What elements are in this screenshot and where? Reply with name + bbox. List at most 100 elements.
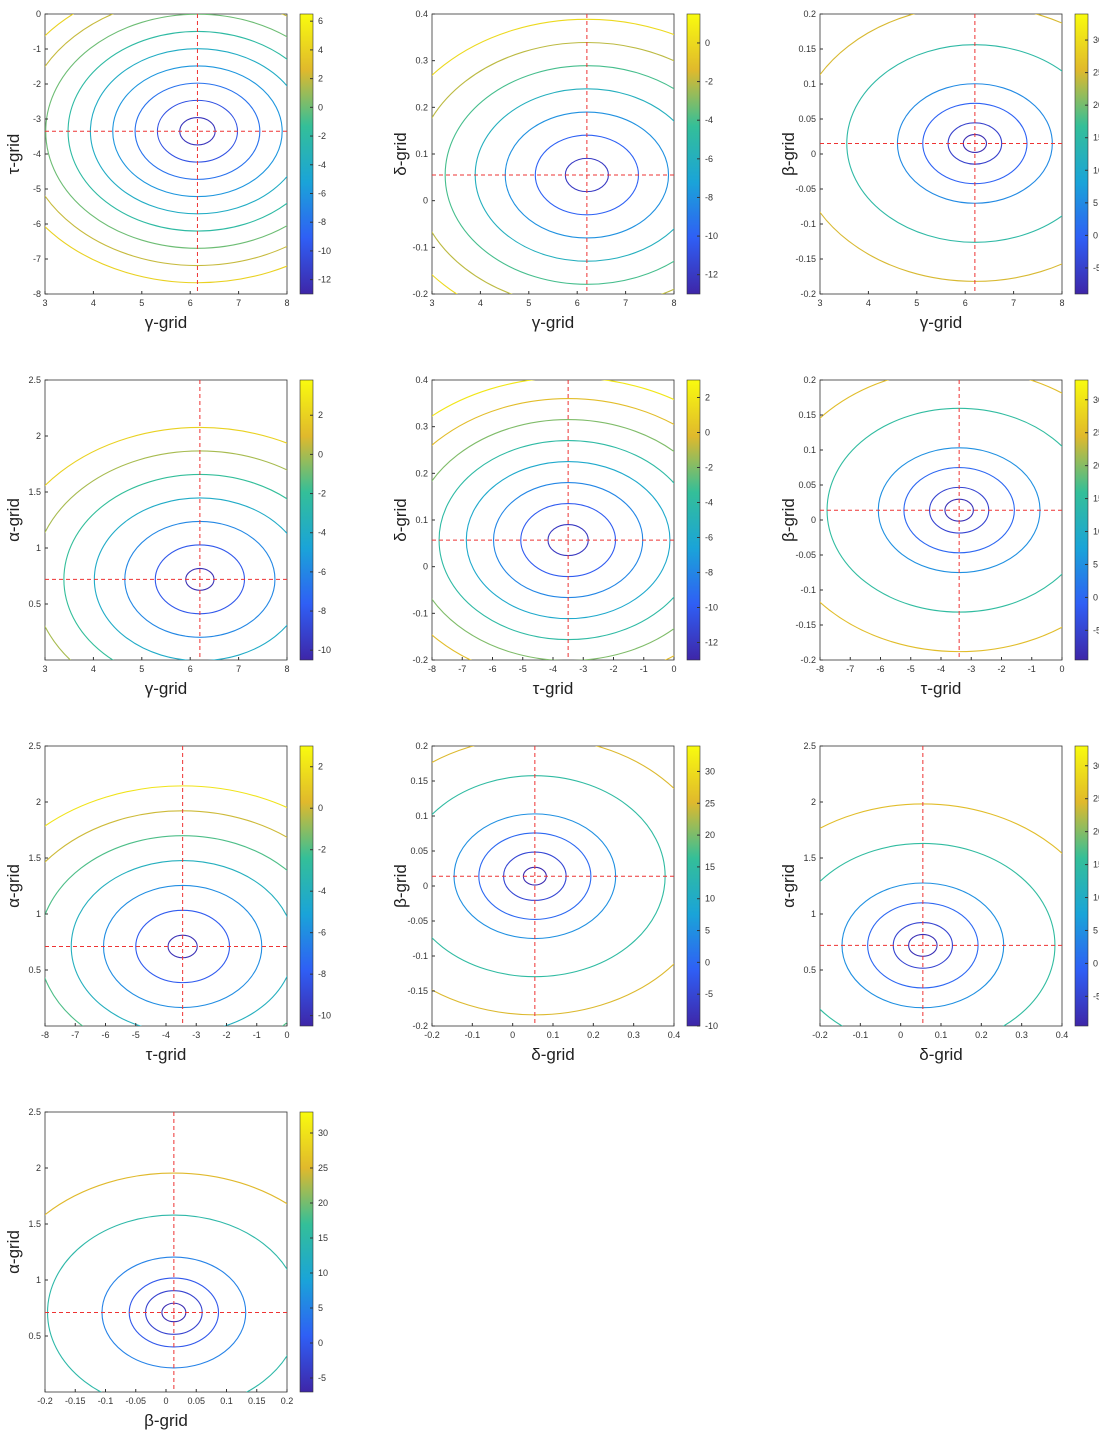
contours [432,14,674,294]
colorbar-tick-label: -5 [318,1373,326,1383]
x-tick-label: -7 [71,1030,79,1040]
y-tick-label: -1 [33,44,41,54]
x-tick-label: -6 [488,664,496,674]
colorbar-tick-label: 5 [318,1303,323,1313]
x-tick-label: 3 [429,298,434,308]
y-axis-label: τ-grid [4,134,23,175]
y-axis-label: β-grid [391,864,410,908]
colorbar-tick-label: 0 [318,803,323,813]
y-tick-label: -0.05 [407,916,428,926]
colorbar-tick-label: 0 [705,957,710,967]
colorbar-tick-label: 25 [1093,428,1099,438]
colorbar-tick-label: 5 [1093,925,1098,935]
y-tick-label: -0.05 [795,550,816,560]
x-tick-label: -5 [132,1030,140,1040]
x-tick-label: 5 [139,298,144,308]
y-tick-label: 0.2 [415,741,428,751]
colorbar-tick-label: -2 [318,131,326,141]
colorbar-tick-label: 2 [705,393,710,403]
x-tick-label: -8 [816,664,824,674]
y-tick-label: 0 [423,881,428,891]
y-tick-label: 0 [811,149,816,159]
x-tick-label: 8 [671,298,676,308]
colorbar-tick-label: -10 [318,246,331,256]
contour-line [45,14,287,267]
y-axis-label: α-grid [4,864,23,908]
x-tick-label: 7 [1011,298,1016,308]
x-tick-label: -0.2 [812,1030,828,1040]
y-tick-label: 0.15 [410,776,428,786]
y-tick-label: 1 [36,543,41,553]
x-tick-label: -2 [222,1030,230,1040]
y-tick-label: 0 [811,515,816,525]
x-tick-label: -6 [876,664,884,674]
colorbar-tick-label: 10 [1093,893,1099,903]
colorbar [686,13,701,295]
y-tick-label: -0.15 [795,620,816,630]
x-tick-label: -1 [1028,664,1036,674]
y-tick-label: -0.2 [412,289,428,299]
colorbar-tick-label: -10 [705,231,718,241]
colorbar-tick-label: 6 [318,16,323,26]
y-tick-label: 0 [423,562,428,572]
x-tick-label: 3 [817,298,822,308]
colorbar-tick-label: -8 [318,217,326,227]
y-tick-label: 0.4 [415,9,428,19]
colorbar-tick-label: -4 [318,886,326,896]
y-axis-label: β-grid [779,498,798,542]
colorbar-tick-label: 15 [1093,494,1099,504]
colorbar-tick-label: -8 [318,606,326,616]
x-tick-label: 8 [1059,298,1064,308]
y-tick-label: -5 [33,184,41,194]
contour-line [45,785,287,827]
colorbar-tick-label: 15 [705,862,715,872]
colorbar [686,379,701,661]
y-tick-label: 1.5 [28,853,41,863]
x-tick-label: -0.1 [98,1396,114,1406]
x-tick-label: 0.4 [1056,1030,1069,1040]
y-tick-label: 1.5 [28,1219,41,1229]
x-tick-label: 0.1 [935,1030,948,1040]
contours [45,14,287,294]
y-tick-label: 0.1 [803,79,816,89]
y-tick-label: 2.5 [28,1107,41,1117]
contours [432,380,674,660]
x-tick-label: 0.4 [668,1030,681,1040]
x-tick-label: 0.15 [248,1396,266,1406]
x-tick-label: -8 [41,1030,49,1040]
x-tick-label: 0 [510,1030,515,1040]
colorbar-tick-label: -4 [318,528,326,538]
x-tick-label: 3 [42,664,47,674]
contours [820,14,1062,294]
y-tick-label: -3 [33,114,41,124]
colorbar-tick-label: -6 [318,928,326,938]
colorbar-tick-label: 30 [1093,395,1099,405]
y-tick-label: 2 [36,1163,41,1173]
y-tick-label: 0.1 [415,811,428,821]
x-tick-label: -4 [937,664,945,674]
colorbar-tick-label: 30 [1093,761,1099,771]
y-tick-label: 0.05 [798,480,816,490]
y-tick-label: -0.15 [795,254,816,264]
y-axis-label: β-grid [779,132,798,176]
y-tick-label: -0.2 [800,655,816,665]
y-tick-label: 0.2 [803,9,816,19]
y-tick-label: 0.15 [798,44,816,54]
colorbar [1074,745,1089,1027]
colorbar [299,745,314,1027]
contours [45,380,287,660]
y-tick-label: 1 [811,909,816,919]
colorbar-tick-label: 0 [1093,592,1098,602]
y-tick-label: 0.5 [28,1331,41,1341]
contour-line [432,419,674,660]
x-tick-label: -2 [997,664,1005,674]
colorbar-tick-label: 0 [318,102,323,112]
contour-line [134,82,261,180]
x-axis-label: γ-grid [920,313,963,332]
colorbar-tick-label: 0 [1093,230,1098,240]
contours [820,380,1062,660]
y-tick-label: 0.2 [803,375,816,385]
colorbar-tick-label: 25 [1093,794,1099,804]
y-tick-label: 0 [36,9,41,19]
